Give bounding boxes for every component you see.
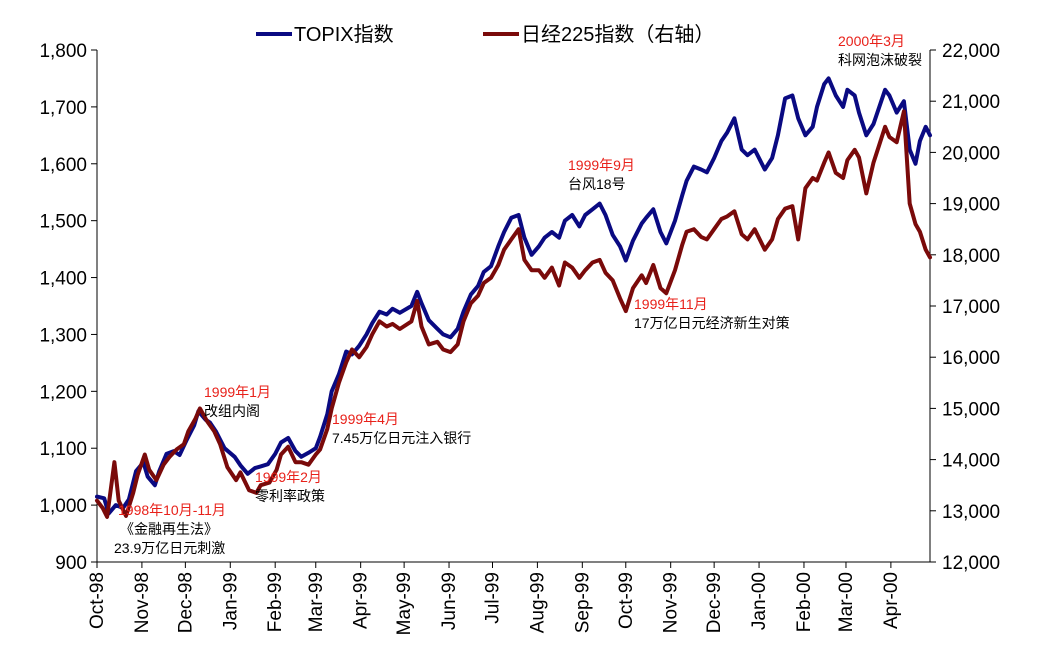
left-tick-label: 1,000 bbox=[39, 496, 87, 517]
left-tick-label: 1,300 bbox=[39, 325, 87, 346]
left-tick-label: 1,800 bbox=[39, 41, 87, 62]
x-tick-label: Dec-99 bbox=[704, 572, 725, 633]
right-tick-label: 16,000 bbox=[942, 348, 1000, 369]
right-tick-label: 21,000 bbox=[942, 92, 1000, 113]
x-tick-label: Aug-99 bbox=[527, 572, 548, 633]
x-tick-label: Feb-99 bbox=[265, 572, 286, 632]
legend-label: 日经225指数（右轴） bbox=[521, 23, 714, 46]
x-tick-label: Apr-99 bbox=[351, 572, 372, 629]
series-line-nikkei225 bbox=[95, 109, 932, 519]
annotation-text: 《金融再生法》 bbox=[120, 521, 218, 537]
left-tick-label: 1,700 bbox=[39, 98, 87, 119]
annotation-date: 1999年1月 bbox=[204, 384, 271, 400]
x-tick-label: Jan-99 bbox=[220, 572, 241, 630]
series-line-topix bbox=[95, 76, 932, 516]
x-tick-label: Jan-00 bbox=[749, 572, 770, 630]
x-tick-label: Jun-99 bbox=[439, 572, 460, 630]
annotation-date: 1998年10月-11月 bbox=[118, 502, 226, 518]
annotation-text: 23.9万亿日元刺激 bbox=[114, 540, 225, 556]
x-tick-label: Nov-99 bbox=[661, 572, 682, 633]
right-tick-label: 19,000 bbox=[942, 195, 1000, 216]
annotations: 1998年10月-11月《金融再生法》 23.9万亿日元刺激 1999年1月改组内阁… bbox=[114, 33, 922, 556]
x-tick-label: May-99 bbox=[394, 572, 415, 635]
annotation-date: 1999年4月 bbox=[332, 411, 399, 427]
right-tick-label: 13,000 bbox=[942, 502, 1000, 523]
annotation-text: 零利率政策 bbox=[255, 488, 325, 504]
left-tick-label: 900 bbox=[55, 553, 87, 574]
left-tick-label: 1,200 bbox=[39, 382, 87, 403]
x-tick-label: Oct-98 bbox=[87, 572, 108, 629]
right-tick-label: 18,000 bbox=[942, 246, 1000, 267]
annotation-text: 台风18号 bbox=[568, 176, 626, 192]
annotation-text: 7.45万亿日元注入银行 bbox=[332, 430, 471, 446]
annotation-1: 1998年10月-11月《金融再生法》 23.9万亿日元刺激 bbox=[114, 502, 226, 556]
left-tick-label: 1,400 bbox=[39, 269, 87, 290]
x-tick-label: Nov-98 bbox=[132, 572, 153, 633]
axes: 900 1,000 1,100 1,200 1,300 1,400 1,500 1,600 1,… bbox=[39, 41, 1000, 635]
right-tick-label: 17,000 bbox=[942, 297, 1000, 318]
right-tick-label: 22,000 bbox=[942, 41, 1000, 62]
annotation-date: 2000年3月 bbox=[838, 33, 905, 49]
x-tick-label: Apr-00 bbox=[881, 572, 902, 629]
annotation-date: 1999年11月 bbox=[634, 296, 708, 312]
annotation-text: 改组内阁 bbox=[204, 403, 260, 419]
legend: TOPIX指数 日经225指数（右轴） bbox=[256, 23, 714, 46]
right-tick-label: 20,000 bbox=[942, 143, 1000, 164]
annotation-text: 17万亿日元经济新生对策 bbox=[634, 315, 790, 331]
annotation-text: 科网泡沫破裂 bbox=[838, 52, 922, 68]
right-tick-label: 15,000 bbox=[942, 399, 1000, 420]
annotation-4: 1999年4月 7.45万亿日元注入银行 bbox=[332, 411, 471, 446]
right-tick-label: 12,000 bbox=[942, 553, 1000, 574]
x-tick-label: Mar-00 bbox=[836, 572, 857, 632]
annotation-6: 1999年11月 17万亿日元经济新生对策 bbox=[634, 296, 790, 331]
legend-label: TOPIX指数 bbox=[294, 23, 394, 46]
annotation-date: 1999年9月 bbox=[568, 157, 635, 173]
left-tick-label: 1,500 bbox=[39, 212, 87, 233]
right-tick-label: 14,000 bbox=[942, 451, 1000, 472]
x-tick-label: Dec-98 bbox=[175, 572, 196, 633]
left-tick-label: 1,600 bbox=[39, 155, 87, 176]
annotation-date: 1999年2月 bbox=[255, 469, 322, 485]
x-tick-label: Feb-00 bbox=[794, 572, 815, 632]
series-lines bbox=[95, 76, 932, 519]
x-tick-label: Sep-99 bbox=[572, 572, 593, 633]
left-tick-label: 1,100 bbox=[39, 439, 87, 460]
x-tick-label: Mar-99 bbox=[306, 572, 327, 632]
x-tick-label: Jul-99 bbox=[482, 572, 503, 624]
x-tick-label: Oct-99 bbox=[616, 572, 637, 629]
